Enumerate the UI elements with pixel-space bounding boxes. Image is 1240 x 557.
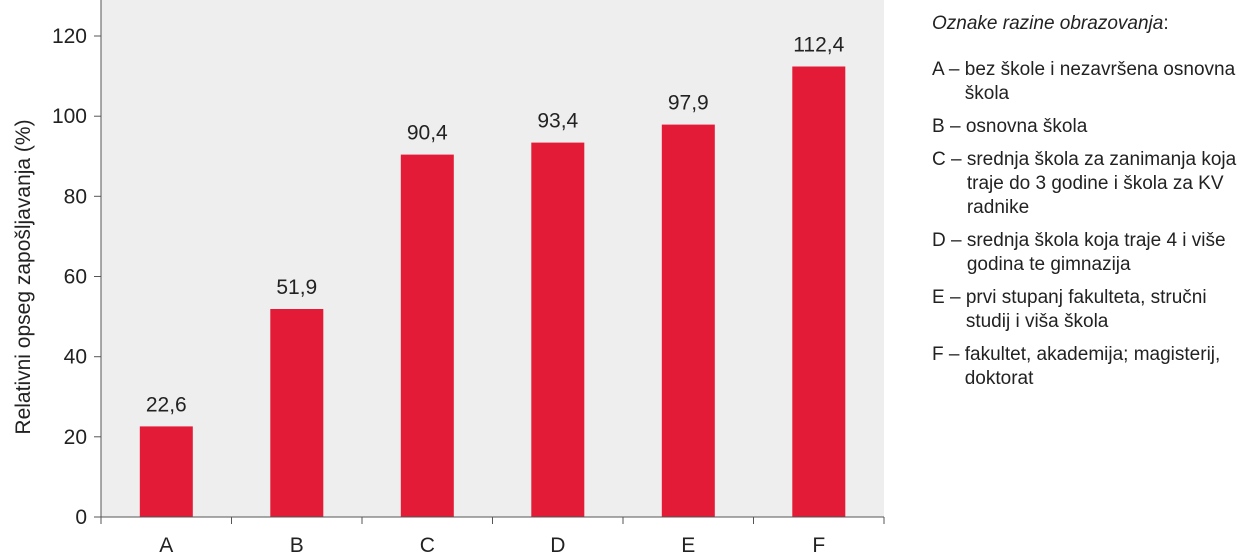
- legend-code: A –: [932, 59, 965, 80]
- bar-chart: 22,6 51,9 90,4 93,4 97,9 112,4 A B C D E F 0 20 40 60 8…: [12, 0, 885, 557]
- legend-item-e: E – prvi stupanj fakulteta, stručni stud…: [932, 286, 1237, 334]
- legend-item-b: B – osnovna škola: [932, 115, 1237, 139]
- value-label-c: 90,4: [407, 122, 448, 145]
- x-tick-label-a: A: [159, 534, 173, 557]
- bar-b: [270, 309, 324, 517]
- y-axis-title: Relativni opseg zapošljavanja (%): [12, 119, 35, 434]
- legend-code: F –: [932, 344, 965, 365]
- legend-item-f: F – fakultet, akademija; magisterij, dok…: [932, 343, 1237, 391]
- legend-item-d: D – srednja škola koja traje 4 i više go…: [932, 229, 1237, 277]
- y-tick-label-40: 40: [64, 346, 87, 369]
- legend-item-a: A – bez škole i nezavršena osnovna škola: [932, 58, 1237, 106]
- x-tick-label-b: B: [290, 534, 304, 557]
- legend-code: C –: [932, 149, 967, 170]
- value-label-d: 93,4: [537, 110, 578, 133]
- education-level-legend: Oznake razine obrazovanja: A – bez škole…: [932, 12, 1237, 400]
- x-tick-label-c: C: [420, 534, 435, 557]
- bar-d: [531, 142, 585, 517]
- bar-a: [139, 426, 193, 517]
- value-label-f: 112,4: [793, 34, 844, 57]
- value-label-b: 51,9: [276, 276, 317, 299]
- y-tick-label-0: 0: [75, 506, 87, 529]
- value-label-e: 97,9: [668, 92, 709, 115]
- legend-description: fakultet, akademija; magisterij, doktora…: [964, 344, 1221, 389]
- value-labels-group: 22,6 51,9 90,4 93,4 97,9 112,4: [146, 34, 845, 417]
- y-tick-label-120: 120: [52, 25, 87, 48]
- legend-code: D –: [932, 230, 967, 251]
- legend-title: Oznake razine obrazovanja:: [932, 12, 1237, 36]
- x-tick-label-d: D: [550, 534, 565, 557]
- legend-title-text: Oznake razine obrazovanja: [932, 13, 1164, 34]
- x-tick-label-e: E: [681, 534, 695, 557]
- legend-description: bez škole i nezavršena osnovna škola: [964, 59, 1236, 104]
- bar-c: [400, 154, 454, 517]
- bar-f: [792, 66, 846, 517]
- y-tick-label-20: 20: [64, 426, 87, 449]
- legend-title-colon: :: [1163, 13, 1169, 34]
- legend-code: E –: [932, 287, 966, 308]
- legend-description: prvi stupanj fakulteta, stručni studij i…: [965, 287, 1207, 332]
- value-label-a: 22,6: [146, 393, 187, 416]
- y-tick-label-60: 60: [64, 266, 87, 289]
- y-tick-label-80: 80: [64, 185, 87, 208]
- bar-e: [661, 124, 715, 517]
- legend-item-c: C – srednja škola za zanimanja koja traj…: [932, 148, 1237, 220]
- bars-group: [139, 66, 846, 517]
- x-tick-label-f: F: [812, 534, 825, 557]
- plot-area: [101, 0, 884, 517]
- y-tick-label-100: 100: [52, 105, 87, 128]
- legend-description: osnovna škola: [965, 116, 1088, 137]
- legend-description: srednja škola koja traje 4 i više godina…: [966, 230, 1226, 275]
- axes-group: A B C D E F 0 20 40 60 80 100 120: [52, 0, 885, 557]
- legend-code: B –: [932, 116, 966, 137]
- legend-description: srednja škola za zanimanja koja traje do…: [966, 149, 1237, 218]
